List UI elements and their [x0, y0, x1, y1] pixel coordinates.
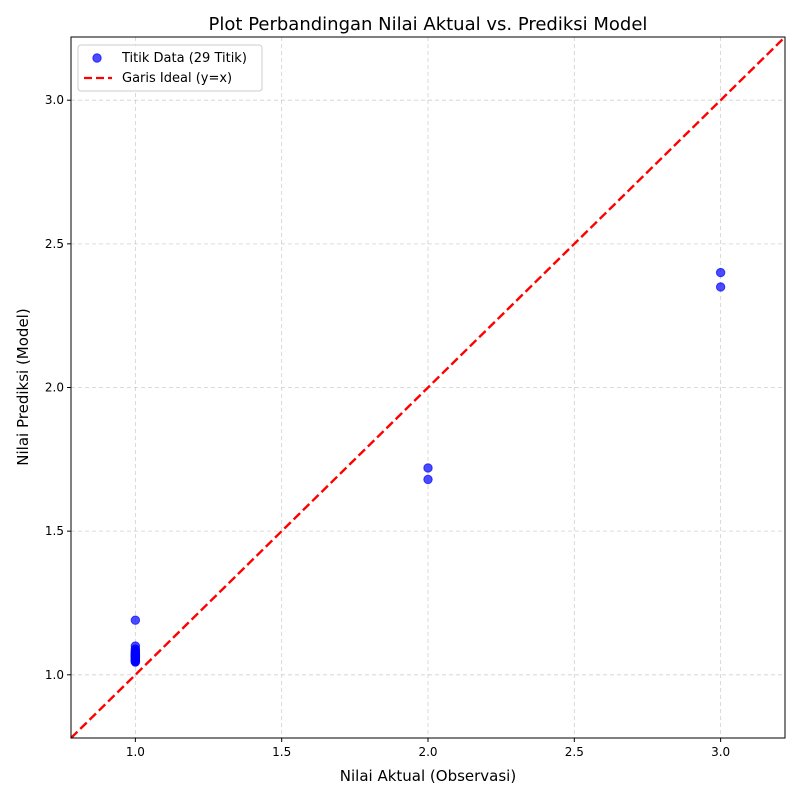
x-tick-label: 2.0: [418, 745, 437, 759]
legend-label-points: Titik Data (29 Titik): [121, 51, 247, 66]
x-axis-title: Nilai Aktual (Observasi): [340, 767, 516, 785]
y-tick-label: 1.0: [45, 668, 64, 682]
data-point: [715, 282, 726, 292]
x-tick-label: 2.5: [565, 745, 584, 759]
data-point: [715, 267, 726, 278]
x-tick-label: 1.0: [126, 745, 145, 759]
legend-marker-points: [92, 53, 102, 63]
y-tick-label: 2.0: [45, 381, 64, 395]
x-tick-label: 1.5: [272, 745, 291, 759]
legend-label-ideal-line: Garis Ideal (y=x): [122, 71, 232, 86]
plot-area: [70, 36, 786, 739]
data-point: [130, 657, 141, 667]
legend-box: [77, 44, 263, 92]
chart-title: Plot Perbandingan Nilai Aktual vs. Predi…: [209, 14, 648, 35]
axis-ticks: 1.0 1.5 2.0 2.5 3.0 1.0 1.5 2.0 2.5 3.0: [45, 93, 730, 759]
ideal-line: [70, 36, 786, 739]
data-point: [130, 615, 141, 625]
legend: Titik Data (29 Titik) Garis Ideal (y=x): [77, 44, 263, 92]
y-tick-label: 3.0: [45, 93, 64, 107]
y-tick-label: 1.5: [45, 524, 64, 538]
grid: [71, 37, 785, 738]
x-tick-label: 3.0: [711, 745, 730, 759]
data-point: [423, 463, 433, 473]
y-tick-label: 2.5: [45, 237, 64, 251]
data-point: [423, 474, 433, 485]
y-axis-title: Nilai Prediksi (Model): [14, 308, 32, 465]
